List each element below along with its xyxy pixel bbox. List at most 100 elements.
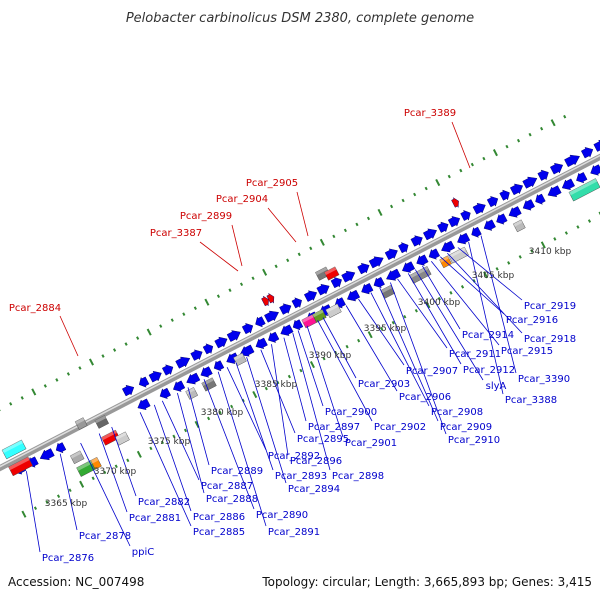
gc-tick (343, 228, 347, 233)
lower-leader-line (203, 379, 255, 510)
reverse-gene-arrow (576, 172, 588, 184)
gc-tick (146, 328, 152, 336)
forward-gene-arrow (398, 242, 409, 254)
gc-tick (309, 246, 313, 251)
reverse-gene-arrow (535, 193, 546, 205)
gc-tick (78, 366, 82, 370)
forward-gene-arrow (368, 256, 384, 269)
scale-labels: 3365 kbp 3370 kbp 3375 kbp 3380 kbp 3385 kbp… (45, 247, 572, 509)
feature-box-shape (324, 266, 340, 281)
lower-leader-line (322, 317, 357, 379)
trna-marker (451, 197, 459, 209)
feature-box-shape (90, 456, 102, 470)
lower-leader-line (235, 362, 274, 471)
feature-box-shape (8, 456, 33, 477)
upper-leader-line (199, 241, 239, 272)
lower-gene-label: slyA (486, 381, 507, 392)
forward-gene-arrow (486, 196, 499, 208)
lower-gene-label: Pcar_2878 (79, 531, 131, 542)
reverse-gene-arrow (347, 289, 361, 302)
lower-gene-label: Pcar_2895 (297, 434, 349, 445)
gc-tick (530, 249, 534, 253)
gene-arrow-shape (148, 370, 162, 383)
gc-tick (91, 476, 95, 481)
lower-gene-label: Pcar_2909 (440, 422, 492, 433)
upper-gene-label: Pcar_2899 (180, 211, 232, 222)
gc-tick (56, 494, 61, 499)
gc-tick (126, 458, 130, 463)
gene-arrow-shape (576, 172, 588, 184)
gc-tick (563, 114, 567, 119)
reverse-gene-arrow (200, 366, 213, 378)
gc-tick (413, 192, 417, 197)
gene-arrow-shape (226, 330, 241, 342)
lower-leader-line (379, 287, 439, 422)
scale-label: 3370 kbp (94, 467, 137, 477)
gc-tick (239, 282, 244, 287)
forward-gene-arrow (255, 316, 266, 328)
forward-gene-arrow (121, 384, 135, 397)
gc-tick (482, 156, 486, 161)
upper-leader-line (231, 224, 243, 267)
gc-tick (193, 306, 197, 310)
reverse-gene-arrow (547, 185, 562, 198)
gene-arrow-shape (398, 242, 409, 254)
gc-tick (309, 361, 315, 369)
gc-tick (564, 231, 568, 235)
feature-box-shine (75, 417, 85, 425)
gc-tick (136, 336, 140, 340)
lower-leader-line (226, 367, 267, 451)
trna-marker (266, 292, 275, 304)
gc-tick (43, 384, 47, 388)
forward-gene-arrow (214, 336, 228, 349)
lower-leader-line (345, 305, 398, 392)
lower-gene-label: Pcar_3390 (518, 374, 570, 385)
gene-arrow-shape (441, 240, 456, 253)
gc-tick (287, 374, 291, 379)
scale-label: 3380 kbp (201, 408, 244, 418)
gc-tick (68, 488, 72, 493)
feature-box-shine (201, 377, 214, 387)
gc-tick (262, 268, 268, 276)
gc-tick (20, 396, 24, 400)
red-feature (324, 266, 340, 281)
gc-tick (228, 288, 232, 293)
gc-tick (403, 314, 407, 319)
lower-gene-label: Pcar_2897 (308, 422, 360, 433)
lower-leader-line (457, 247, 523, 301)
gc-tick (103, 470, 107, 475)
forward-gene-arrow (316, 283, 330, 296)
scale-label: 3375 kbp (148, 437, 191, 447)
gc-tick (345, 344, 349, 349)
lower-leader-line (161, 400, 200, 481)
gc-tick (216, 294, 221, 298)
forward-gene-arrow (537, 169, 549, 181)
gene-arrow-shape (368, 256, 384, 269)
gene-arrow-shape (347, 289, 361, 302)
forward-gene-arrow (472, 202, 486, 215)
forward-gene-arrow (148, 370, 162, 383)
feature-box-shape (233, 352, 247, 366)
lower-gene-label: Pcar_2887 (201, 481, 253, 492)
olive-feature (312, 309, 327, 323)
lower-gene-label: Pcar_2914 (462, 330, 514, 341)
lower-leader-line (153, 404, 192, 512)
forward-gene-arrow (341, 270, 356, 283)
lower-gene-label: Pcar_2911 (449, 349, 501, 360)
lower-leader-line (260, 349, 296, 434)
scale-label: 3405 kbp (472, 271, 515, 281)
gc-tick (505, 144, 509, 149)
forward-gene-arrow (499, 189, 510, 201)
gene-arrow-shape (522, 199, 535, 211)
gene-labels: Pcar_3389 Pcar_2905 Pcar_2904 Pcar_2899 Pcar… (9, 108, 576, 564)
gc-tick (204, 298, 210, 306)
gene-arrow-shape (593, 139, 600, 152)
gc-tick (55, 378, 59, 382)
forward-gene-arrow (330, 277, 342, 289)
gc-tick (251, 276, 255, 281)
forward-gene-arrow (190, 349, 203, 361)
gc-tick (389, 204, 394, 209)
gene-arrow-shape (280, 324, 294, 336)
gene-arrow-shape (121, 384, 135, 397)
reverse-gene-arrow (590, 164, 600, 176)
